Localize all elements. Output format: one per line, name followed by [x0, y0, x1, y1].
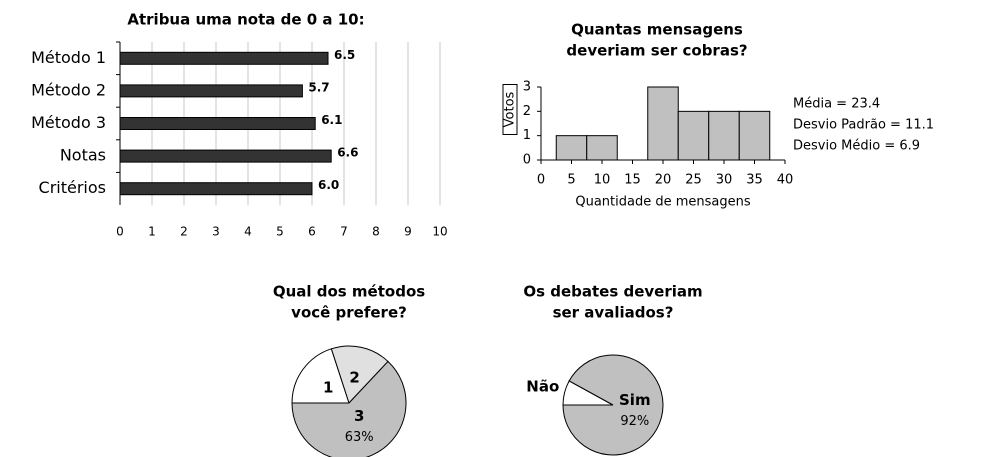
slice-label: Sim	[619, 391, 651, 409]
slice-label: 3	[354, 407, 364, 425]
chart-title: ser avaliados?	[553, 304, 674, 322]
pie-slice	[291, 348, 350, 404]
x-tick-label: 7	[340, 225, 348, 239]
x-tick-label: 5	[276, 225, 284, 239]
x-tick-label: 35	[746, 173, 763, 188]
bar	[119, 51, 329, 65]
chart-title: Quantas mensagens	[571, 21, 743, 39]
x-tick-label: 6	[308, 225, 316, 239]
annotation: Desvio Médio = 6.9	[793, 139, 920, 154]
x-tick-label: 2	[180, 225, 188, 239]
chart-title: Qual dos métodos	[273, 283, 425, 301]
x-tick-label: 10	[432, 225, 447, 239]
y-axis-label: Votos	[503, 91, 518, 127]
y-tick-label: 2	[523, 104, 531, 119]
y-axis-label-box	[502, 84, 518, 135]
bar	[677, 110, 710, 161]
pie-slice	[562, 354, 664, 456]
x-tick-label: 8	[372, 225, 380, 239]
bar	[555, 135, 588, 161]
annotation: Desvio Padrão = 11.1	[793, 118, 934, 133]
x-axis-label: Quantidade de mensagens	[575, 195, 750, 210]
value-label: 6.0	[318, 178, 339, 192]
bar	[708, 110, 740, 161]
slice-label: 2	[349, 368, 359, 386]
value-label: 6.5	[334, 48, 355, 62]
bar	[738, 110, 771, 161]
chart-title: você prefere?	[291, 304, 407, 322]
y-tick-label: 3	[523, 80, 531, 95]
x-tick-label: 1	[148, 225, 156, 239]
y-tick-label: Método 3	[31, 113, 106, 132]
y-tick-label: 0	[523, 153, 531, 168]
slice-label: 1	[323, 378, 333, 396]
bar	[119, 182, 313, 196]
pie-slice	[330, 345, 389, 404]
y-tick-label: Método 1	[31, 48, 106, 67]
bar	[647, 86, 679, 161]
y-tick-label: 1	[523, 128, 531, 143]
x-tick-label: 10	[594, 173, 611, 188]
y-tick-label: Método 2	[31, 80, 106, 99]
slice-value-label: 63%	[345, 430, 374, 445]
x-tick-label: 15	[624, 173, 641, 188]
x-tick-label: 30	[716, 173, 733, 188]
x-tick-label: 4	[244, 225, 252, 239]
value-label: 6.1	[321, 113, 342, 127]
annotation: Média = 23.4	[793, 97, 880, 112]
x-tick-label: 0	[537, 173, 545, 188]
slice-value-label: 92%	[620, 414, 649, 429]
bar	[586, 135, 618, 161]
value-label: 5.7	[308, 80, 329, 94]
x-tick-label: 25	[685, 173, 702, 188]
y-tick-label: Critérios	[39, 178, 106, 197]
bar	[119, 149, 332, 163]
y-tick-label: Notas	[60, 146, 106, 165]
chart-title: Atribua uma nota de 0 a 10:	[127, 11, 364, 29]
bar	[119, 84, 303, 98]
x-tick-label: 5	[567, 173, 575, 188]
bar	[119, 117, 316, 130]
x-tick-label: 3	[212, 225, 220, 239]
x-tick-label: 40	[777, 173, 794, 188]
x-tick-label: 9	[404, 225, 412, 239]
pie-slice	[291, 360, 407, 457]
slice-label: Não	[526, 377, 559, 395]
x-tick-label: 20	[655, 173, 672, 188]
x-tick-label: 0	[116, 225, 124, 239]
chart-title: Os debates deveriam	[523, 283, 702, 301]
chart-title: deveriam ser cobras?	[566, 42, 747, 60]
value-label: 6.6	[337, 146, 358, 160]
